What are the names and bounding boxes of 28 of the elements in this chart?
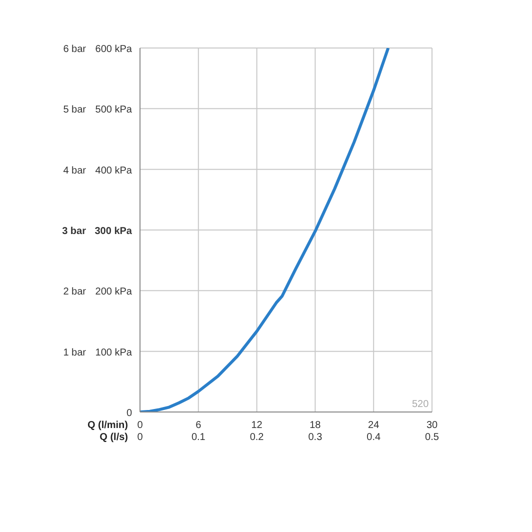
- x-tick-label: 24: [368, 420, 380, 431]
- y-tick-label: 600 kPa: [95, 44, 132, 55]
- y-tick-label: 200 kPa: [95, 286, 132, 298]
- x-tick-label: 30: [426, 420, 438, 431]
- x-tick-label: 18: [310, 420, 322, 431]
- annotation: 520: [412, 399, 429, 410]
- x-tick-label: 6: [196, 420, 202, 431]
- x2-tick-label: 0.5: [425, 432, 440, 443]
- y-tick-label: 0: [126, 408, 132, 419]
- y-tick-label: 500 kPa: [95, 104, 132, 116]
- y2-tick-label: 1 bar: [63, 347, 87, 358]
- x-tick-label: 12: [251, 420, 263, 431]
- x-tick-label: 0: [137, 420, 144, 431]
- y2-tick-label: 2 bar: [63, 286, 87, 298]
- x2-tick-label: 0.1: [191, 432, 206, 443]
- x2-axis-title: Q (l/s): [100, 432, 128, 443]
- y2-tick-label: 5 bar: [63, 104, 87, 116]
- y2-tick-label: 6 bar: [63, 44, 87, 55]
- x-axis-title: Q (l/min): [87, 420, 128, 431]
- y2-tick-label: 4 bar: [63, 165, 87, 176]
- x2-tick-label: 0.4: [366, 432, 381, 443]
- x2-tick-label: 0.2: [250, 432, 264, 443]
- y-tick-label: 400 kPa: [95, 165, 132, 176]
- y2-tick-label: 3 bar: [62, 226, 86, 237]
- y-tick-label: 300 kPa: [94, 226, 132, 237]
- y-tick-label: 100 kPa: [95, 347, 132, 358]
- x2-tick-label: 0: [137, 432, 144, 443]
- x2-tick-label: 0.3: [308, 432, 323, 443]
